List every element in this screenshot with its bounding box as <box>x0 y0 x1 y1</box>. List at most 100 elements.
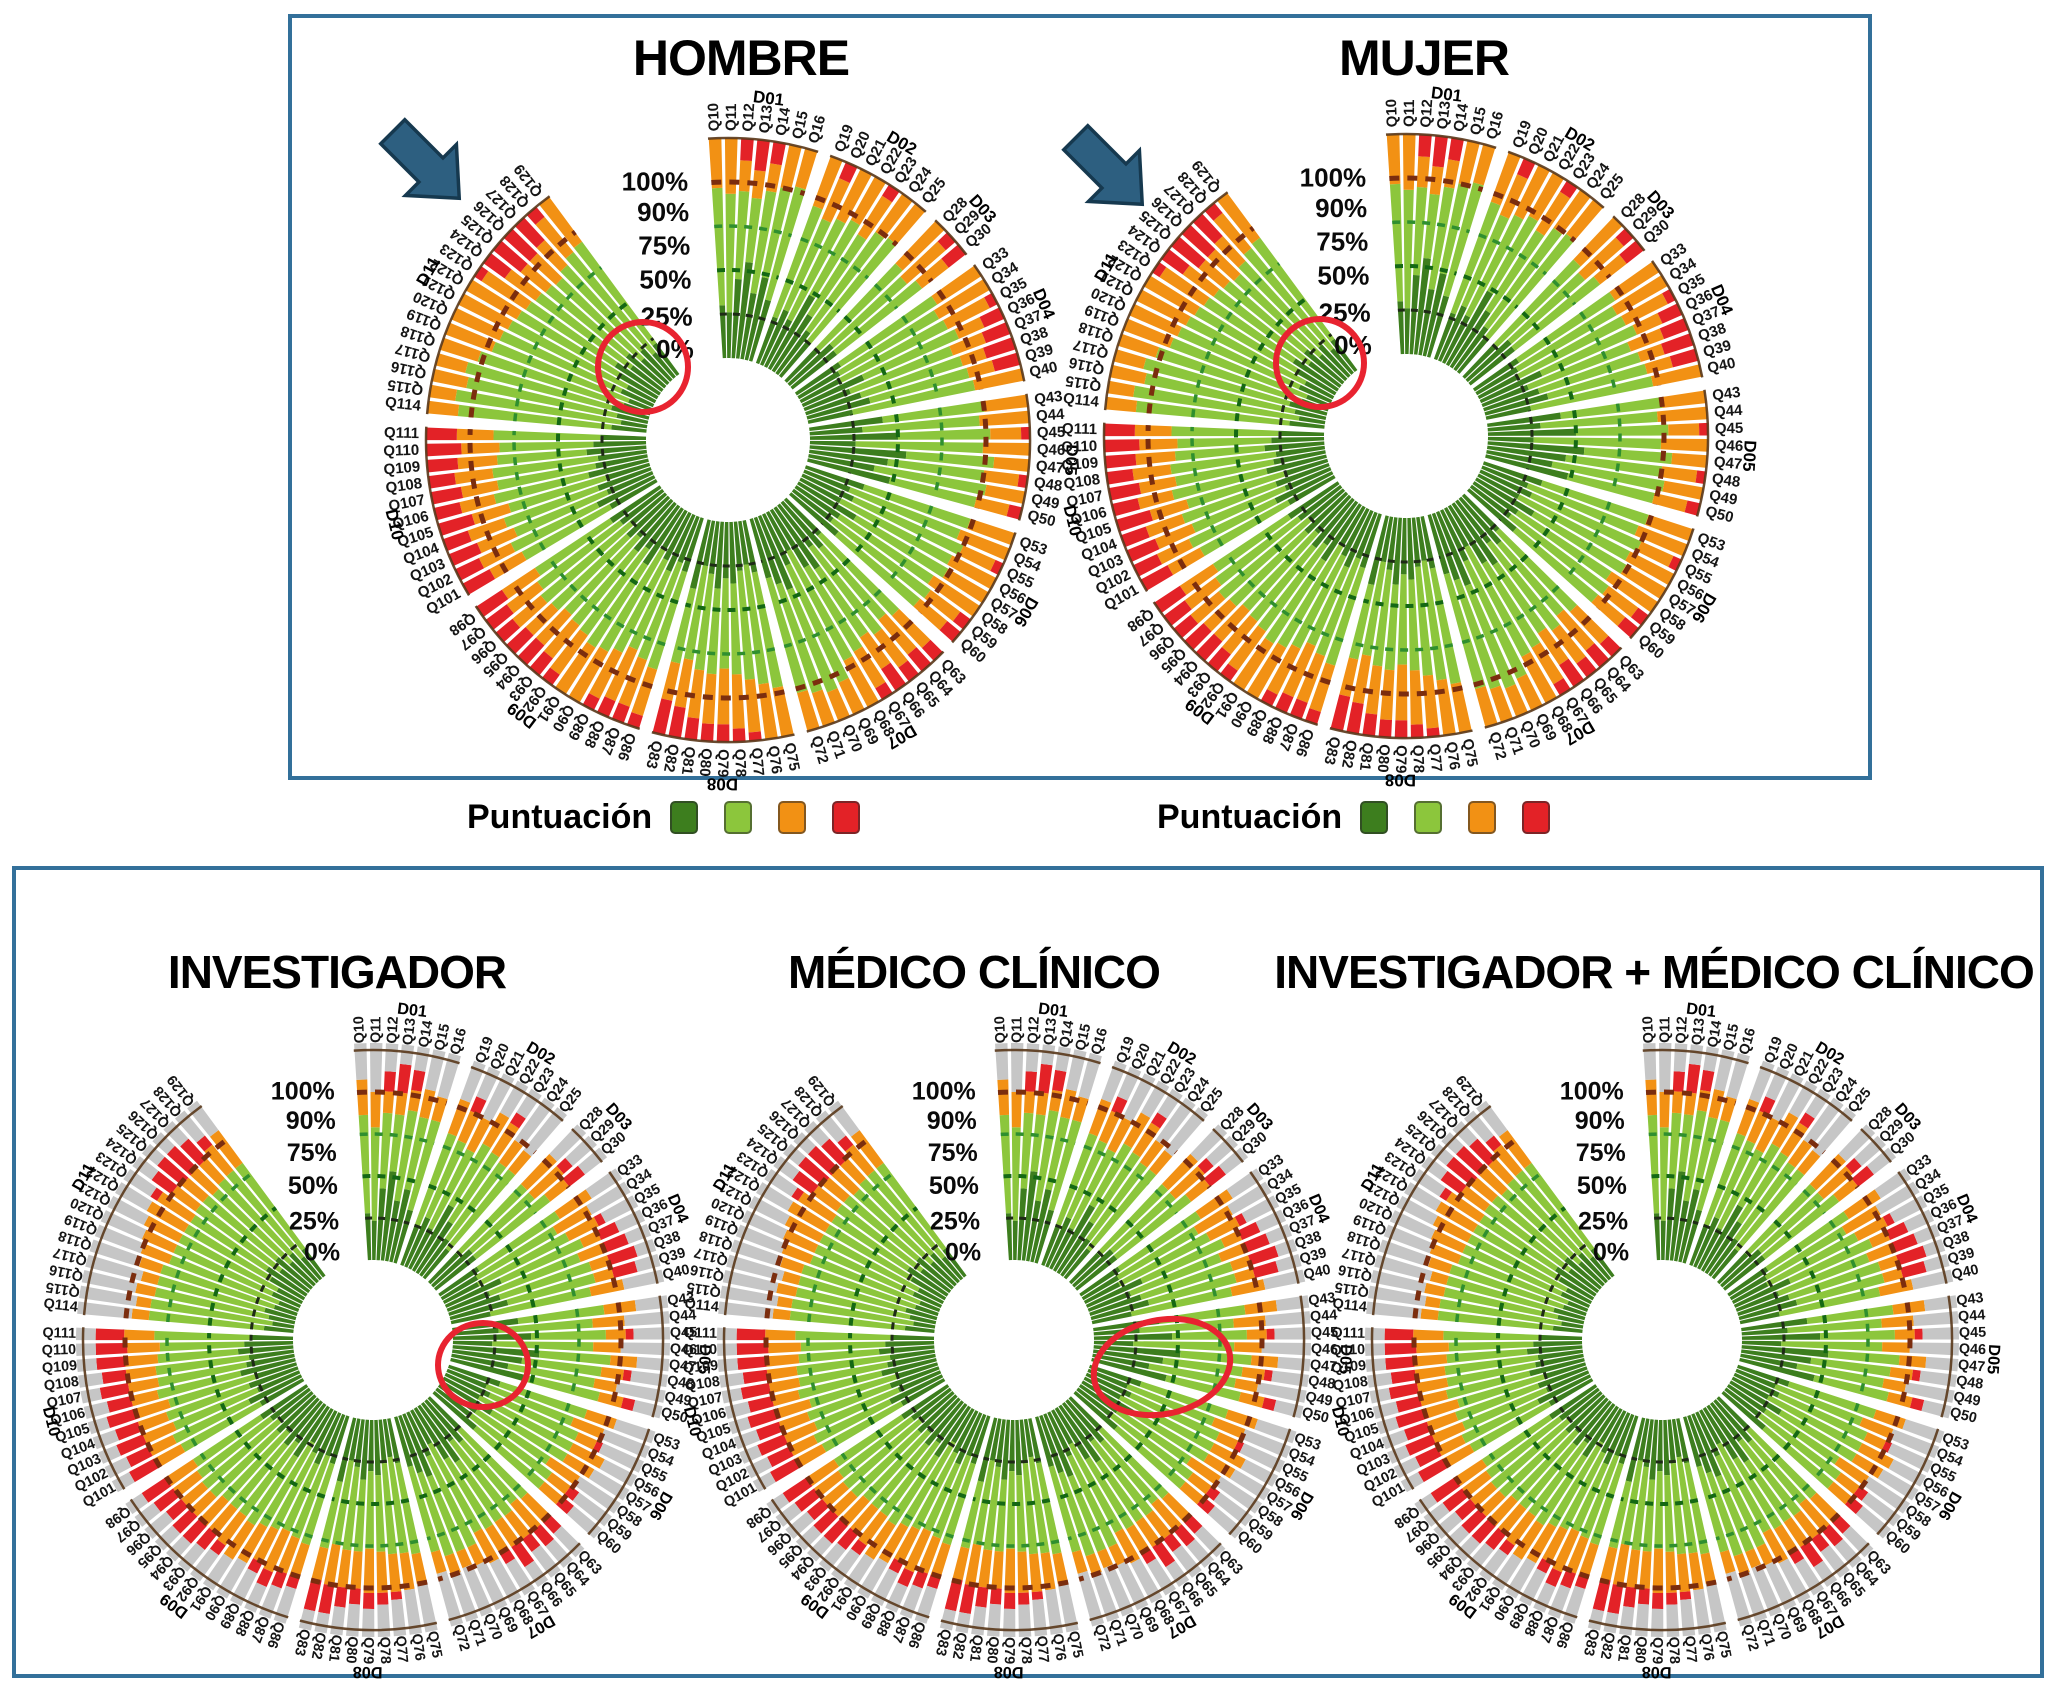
axis-tick-label: 50% <box>288 1172 338 1200</box>
question-label: Q82 <box>308 1631 329 1661</box>
score-bar-segment <box>173 1387 259 1431</box>
score-bar-gray-remainder <box>78 1285 138 1307</box>
score-bar-segment <box>1787 1318 1882 1334</box>
score-bar-segment <box>772 1308 791 1321</box>
question-label: Q12 <box>1417 99 1436 128</box>
reference-ring <box>1340 683 1463 697</box>
score-bar-segment <box>1429 567 1461 685</box>
reference-ring <box>1234 428 1262 525</box>
score-bar-segment <box>1237 1221 1261 1241</box>
score-bar-segment <box>244 1340 294 1347</box>
reference-ring <box>1543 336 1575 404</box>
score-bar-segment <box>1414 1366 1446 1381</box>
score-bar-gray-remainder <box>995 1043 1009 1080</box>
score-bar-segment <box>1394 720 1408 739</box>
score-bar-segment <box>1100 1439 1159 1505</box>
score-bar-gray-remainder <box>728 1416 751 1435</box>
reference-ring <box>467 429 509 574</box>
axis-tick-label: 100% <box>271 1078 335 1106</box>
score-bar-gray-remainder <box>717 1343 738 1357</box>
score-bar-segment <box>499 441 594 453</box>
score-bar-segment <box>1439 1187 1453 1201</box>
score-bar-segment <box>859 1178 934 1256</box>
score-bar-segment <box>881 1358 937 1377</box>
sector-rim <box>1228 1428 1292 1536</box>
score-bar-segment <box>1653 1213 1661 1261</box>
score-bar-segment <box>1726 1384 1767 1414</box>
score-bar-segment <box>1443 1330 1540 1341</box>
score-bar-segment <box>503 228 538 262</box>
score-bar-gray-remainder <box>1239 1443 1286 1473</box>
score-bar-segment <box>1403 1421 1431 1441</box>
score-bar-gray-remainder <box>475 1561 508 1611</box>
score-bar-segment <box>554 1189 592 1220</box>
reference-ring <box>1581 246 1612 279</box>
score-bar-segment <box>1207 249 1241 281</box>
score-bar-gray-remainder <box>163 1121 189 1147</box>
score-bar-gray-remainder <box>1909 1342 1959 1356</box>
score-bar-segment <box>1455 499 1492 544</box>
score-bar-segment <box>1213 212 1252 255</box>
score-bar-segment <box>807 1145 839 1176</box>
question-label: Q116 <box>689 1261 726 1284</box>
score-bar-segment <box>388 1553 402 1593</box>
score-bar-segment <box>1011 1091 1022 1128</box>
score-bar-segment <box>809 426 863 436</box>
reference-ring <box>910 1406 979 1459</box>
score-bar-segment <box>1537 352 1641 394</box>
score-bar-segment <box>135 1282 157 1297</box>
reference-ring <box>1731 1144 1798 1186</box>
score-bar-gray-remainder <box>89 1239 143 1267</box>
score-bar-gray-remainder <box>574 1476 622 1514</box>
sector-rim <box>1111 1065 1205 1122</box>
score-bar-segment <box>1096 1183 1169 1257</box>
sector-rim <box>722 1327 767 1490</box>
score-bar-segment <box>1429 1271 1449 1286</box>
score-bar-segment <box>983 1466 1001 1551</box>
score-bar-gray-remainder <box>1430 1143 1454 1166</box>
score-bar-segment <box>848 487 961 540</box>
score-bar-segment <box>1741 1317 1808 1332</box>
score-bar-segment <box>540 521 634 604</box>
score-bar-segment <box>1386 517 1398 571</box>
score-bar-gray-remainder <box>104 1456 132 1479</box>
score-bar-segment <box>1055 1133 1098 1226</box>
score-bar-segment <box>1479 1214 1558 1272</box>
score-bar-segment <box>1435 1201 1478 1233</box>
score-bar-segment <box>910 1387 952 1421</box>
score-bar-segment <box>489 1287 592 1317</box>
score-bar-segment <box>184 1224 273 1282</box>
score-bar-segment <box>430 1549 447 1574</box>
sector-rim <box>425 195 551 415</box>
axis-tick-label: 25% <box>930 1207 980 1235</box>
score-bar-gray-remainder <box>1913 1311 1959 1327</box>
question-label: Q46 <box>1311 1341 1339 1358</box>
score-bar-segment <box>1766 1395 1863 1452</box>
score-bar-gray-remainder <box>1387 1445 1410 1464</box>
reference-ring <box>1844 1415 1901 1508</box>
score-bar-segment <box>1569 604 1609 645</box>
score-bar-segment <box>1697 1227 1722 1270</box>
score-bar-segment <box>1834 1457 1870 1485</box>
sector-rim <box>1089 1542 1222 1622</box>
reference-ring <box>1196 1415 1253 1508</box>
score-bar-segment <box>1212 514 1292 572</box>
score-bar-segment <box>375 1475 386 1552</box>
score-bar-segment <box>1684 1092 1697 1116</box>
score-bar-segment <box>1132 1122 1161 1158</box>
reference-ring <box>1782 1389 1820 1452</box>
score-bar-segment <box>455 389 622 425</box>
legend-label: Puntuación <box>467 797 653 836</box>
reference-ring <box>573 1195 619 1292</box>
sector-rim <box>1212 1128 1245 1163</box>
score-bar-segment <box>180 1401 263 1453</box>
score-bar-segment <box>1567 1300 1589 1313</box>
score-bar-segment <box>602 1233 629 1253</box>
score-bar-segment <box>1043 1413 1074 1478</box>
score-bar-segment <box>1492 561 1547 634</box>
score-bar-gray-remainder <box>735 1224 786 1254</box>
score-bar-segment <box>489 551 527 579</box>
axis-tick-label: 100% <box>622 166 689 196</box>
score-bar-gray-remainder <box>565 1135 597 1167</box>
score-bar-segment <box>1048 1119 1082 1212</box>
